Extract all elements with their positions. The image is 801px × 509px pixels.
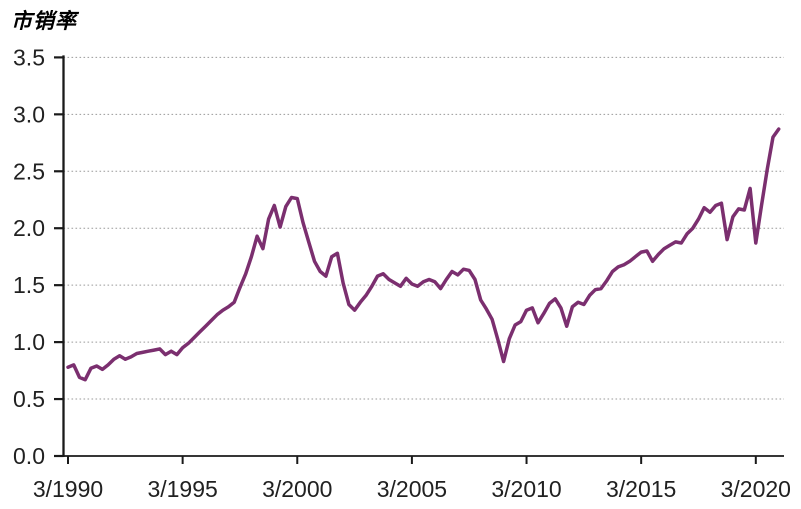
chart-title: 市销率 bbox=[11, 10, 77, 33]
x-axis-tick-label: 3/2005 bbox=[377, 476, 447, 502]
y-axis-tick-label: 0.5 bbox=[13, 386, 45, 412]
y-axis-tick-label: 1.5 bbox=[13, 272, 45, 298]
x-axis-tick-label: 3/2015 bbox=[606, 476, 676, 502]
y-axis-tick-label: 3.0 bbox=[13, 101, 45, 127]
series-line bbox=[66, 127, 781, 382]
y-axis-tick-label: 2.0 bbox=[13, 215, 45, 241]
x-axis-tick-label: 3/1995 bbox=[147, 476, 217, 502]
y-axis-tick-label: 2.5 bbox=[13, 158, 45, 184]
y-axis-tick-label: 0.0 bbox=[13, 443, 45, 469]
x-axis-tick-label: 3/2000 bbox=[262, 476, 332, 502]
x-axis-tick-label: 3/1990 bbox=[33, 476, 103, 502]
x-axis-tick-label: 3/2020 bbox=[721, 476, 791, 502]
y-axis-tick-label: 3.5 bbox=[13, 44, 45, 70]
y-axis-tick-label: 1.0 bbox=[13, 329, 45, 355]
x-axis-tick-label: 3/2010 bbox=[491, 476, 561, 502]
